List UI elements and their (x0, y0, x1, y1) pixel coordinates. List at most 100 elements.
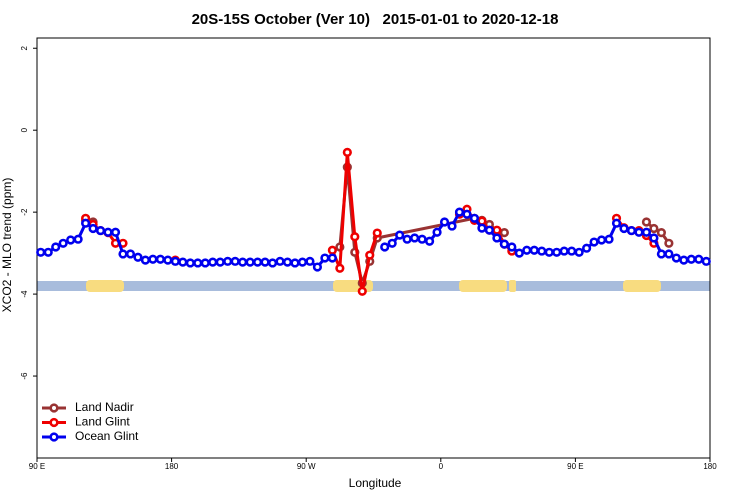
data-point (686, 254, 696, 264)
data-point (350, 232, 360, 242)
data-point (110, 227, 121, 237)
data-point (88, 223, 98, 234)
legend-label: Land Nadir (75, 400, 134, 414)
data-point (365, 250, 375, 260)
data-point (357, 286, 367, 296)
series-line (84, 152, 655, 292)
legend-marker (49, 432, 59, 442)
data-point (484, 225, 495, 235)
data-point (170, 256, 180, 266)
data-point (140, 255, 151, 265)
data-point (664, 238, 674, 248)
data-point (380, 242, 390, 252)
data-point (43, 247, 53, 257)
data-point (604, 234, 614, 244)
data-point (701, 256, 711, 266)
data-point (649, 223, 659, 234)
data-point (410, 233, 420, 243)
data-point (447, 221, 457, 231)
data-point (395, 230, 405, 240)
data-point (574, 247, 584, 257)
data-point (215, 257, 225, 267)
data-point (469, 213, 480, 223)
data-point (544, 247, 554, 257)
x-tick-label: 90 W (297, 462, 316, 471)
data-point (155, 254, 165, 264)
land-mask (37, 280, 710, 292)
data-point (567, 246, 577, 256)
data-point (671, 253, 681, 263)
data-point (66, 235, 76, 245)
data-point (335, 263, 345, 273)
data-point (552, 247, 562, 257)
data-point (619, 223, 629, 234)
data-point (432, 227, 442, 237)
legend-label: Ocean Glint (75, 429, 139, 443)
data-point (664, 249, 674, 259)
data-point (320, 253, 330, 263)
data-point (312, 262, 323, 272)
x-tick-label: 0 (439, 462, 444, 471)
land-patch (623, 280, 661, 292)
data-point (402, 234, 412, 244)
data-point (492, 233, 502, 243)
data-point (297, 257, 308, 267)
land-patch (509, 280, 516, 292)
legend-marker (49, 403, 59, 413)
data-point (656, 228, 666, 238)
data-point (230, 256, 240, 266)
data-point (267, 258, 278, 268)
land-patch (333, 280, 373, 292)
data-point (193, 258, 203, 268)
data-point (477, 223, 487, 233)
data-point (260, 257, 270, 267)
land-patch (86, 280, 124, 292)
y-tick-label: -6 (20, 372, 29, 380)
data-point (492, 225, 502, 235)
data-point (133, 252, 143, 262)
data-point (282, 257, 293, 267)
data-point (559, 246, 569, 256)
data-point (125, 249, 136, 259)
data-point (148, 254, 158, 264)
y-tick-label: -2 (20, 208, 29, 216)
legend-label: Land Glint (75, 415, 130, 429)
series-line (85, 166, 671, 289)
data-point (537, 246, 547, 256)
y-axis-label: XCO2 - MLO trend (ppm) (0, 178, 14, 313)
x-tick-label: 90 E (567, 462, 583, 471)
data-point (163, 255, 173, 265)
data-point (626, 225, 637, 236)
data-point (185, 258, 195, 268)
data-point (208, 257, 218, 267)
data-point (596, 235, 607, 245)
data-point (417, 234, 427, 244)
data-point (439, 217, 450, 227)
data-point (507, 242, 517, 252)
data-point (252, 257, 263, 267)
data-point (118, 249, 128, 259)
data-point (522, 245, 532, 255)
data-point (290, 258, 300, 268)
data-point (656, 249, 666, 259)
data-point (305, 256, 315, 266)
data-point (611, 218, 622, 228)
data-point (51, 242, 61, 252)
legend-marker (49, 417, 59, 428)
data-point (245, 257, 255, 267)
data-point (342, 147, 352, 157)
data-point (529, 245, 539, 255)
data-point (641, 227, 652, 237)
data-point (641, 217, 652, 227)
data-point (589, 237, 599, 247)
data-point (36, 247, 46, 257)
data-point (327, 245, 337, 255)
data-point (462, 209, 472, 219)
data-point (582, 243, 592, 253)
data-point (178, 257, 188, 267)
land-patch (459, 280, 507, 292)
ocean-strip (37, 281, 710, 291)
data-point (387, 238, 397, 248)
chart-title: 20S-15S October (Ver 10) 2015-01-01 to 2… (192, 11, 559, 28)
